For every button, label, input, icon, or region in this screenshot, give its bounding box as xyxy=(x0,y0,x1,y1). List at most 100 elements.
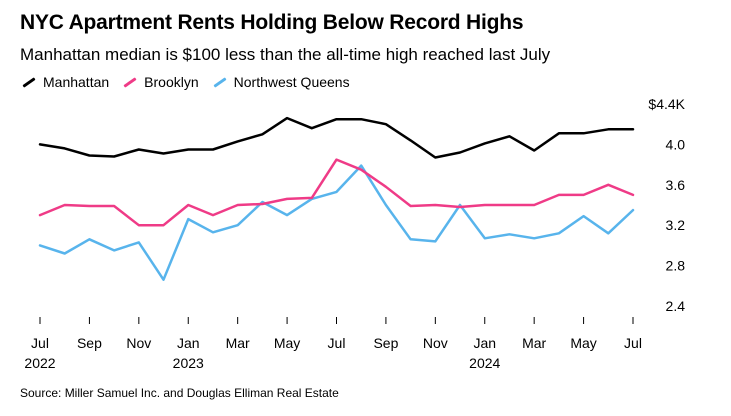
data-point xyxy=(162,224,164,226)
data-point xyxy=(138,148,140,150)
legend-item-2: Northwest Queens xyxy=(213,74,350,90)
x-tick-label: Sep xyxy=(373,335,398,351)
y-tick-label: 4.0 xyxy=(666,136,686,152)
data-point xyxy=(632,128,634,130)
x-tick-label: May xyxy=(570,335,596,351)
data-point xyxy=(385,123,387,125)
data-point xyxy=(286,117,288,119)
data-point xyxy=(335,158,337,160)
y-tick-label: 3.6 xyxy=(666,177,686,193)
data-point xyxy=(459,151,461,153)
data-point xyxy=(558,194,560,196)
data-point xyxy=(533,204,535,206)
y-tick-label: 2.4 xyxy=(666,298,686,314)
chart-subtitle: Manhattan median is $100 less than the a… xyxy=(20,45,551,64)
data-point xyxy=(582,132,584,134)
x-tick-year-label: 2023 xyxy=(173,355,204,371)
data-point xyxy=(311,197,313,199)
data-point xyxy=(607,128,609,130)
chart-source: Source: Miller Samuel Inc. and Douglas E… xyxy=(20,386,339,400)
chart-legend: Manhattan Brooklyn Northwest Queens xyxy=(22,74,364,90)
data-point xyxy=(582,194,584,196)
data-point xyxy=(533,149,535,151)
data-point xyxy=(360,164,362,166)
legend-item-1: Brooklyn xyxy=(123,74,199,90)
data-point xyxy=(558,132,560,134)
data-point xyxy=(484,142,486,144)
x-tick-label: Mar xyxy=(226,335,250,351)
data-point xyxy=(409,139,411,141)
series-line-manhattan xyxy=(38,116,635,159)
data-point xyxy=(88,154,90,156)
x-tick-label: Jan xyxy=(473,335,496,351)
legend-label: Northwest Queens xyxy=(233,74,350,90)
data-point xyxy=(237,224,239,226)
y-tick-label: $4.4K xyxy=(648,96,685,112)
x-tick-year-label: 2024 xyxy=(469,355,500,371)
data-point xyxy=(39,143,41,145)
data-point xyxy=(533,237,535,239)
data-point xyxy=(632,194,634,196)
x-tick-label: May xyxy=(274,335,300,351)
data-point xyxy=(632,209,634,211)
data-point xyxy=(212,214,214,216)
data-point xyxy=(63,252,65,254)
data-point xyxy=(39,244,41,246)
data-point xyxy=(607,232,609,234)
data-point xyxy=(113,249,115,251)
x-tick-label: Mar xyxy=(522,335,546,351)
data-point xyxy=(187,204,189,206)
chart-title: NYC Apartment Rents Holding Below Record… xyxy=(20,11,524,34)
data-point xyxy=(484,237,486,239)
data-point xyxy=(113,205,115,207)
legend-item-0: Manhattan xyxy=(22,74,109,90)
data-point xyxy=(508,135,510,137)
data-point xyxy=(63,147,65,149)
data-point xyxy=(434,204,436,206)
data-point xyxy=(360,169,362,171)
data-point xyxy=(311,127,313,129)
data-point xyxy=(434,240,436,242)
x-tick-label: Jan xyxy=(177,335,200,351)
data-point xyxy=(385,186,387,188)
data-point xyxy=(88,205,90,207)
data-point xyxy=(88,238,90,240)
legend-label: Manhattan xyxy=(43,74,110,90)
data-point xyxy=(162,279,164,281)
data-point xyxy=(335,118,337,120)
data-point xyxy=(409,205,411,207)
data-point xyxy=(138,224,140,226)
data-point xyxy=(484,204,486,206)
data-point xyxy=(409,238,411,240)
x-tick-label: Jul xyxy=(624,335,642,351)
y-tick-label: 2.8 xyxy=(666,258,686,274)
data-point xyxy=(434,156,436,158)
data-point xyxy=(360,118,362,120)
line-chart: $4.4K 4.0 3.6 3.2 2.8 2.4 Jul 2022 Sep Nov Jan 2023… xyxy=(24,96,686,371)
data-point xyxy=(212,148,214,150)
data-point xyxy=(459,206,461,208)
data-point xyxy=(607,184,609,186)
data-point xyxy=(39,214,41,216)
data-point xyxy=(138,241,140,243)
data-point xyxy=(63,204,65,206)
data-point xyxy=(212,231,214,233)
y-tick-label: 3.2 xyxy=(666,217,686,233)
x-tick-label: Nov xyxy=(423,335,448,351)
x-tick-label: Sep xyxy=(77,335,102,351)
legend-label: Brooklyn xyxy=(144,74,199,90)
data-point xyxy=(113,155,115,157)
x-tick-label: Nov xyxy=(126,335,151,351)
data-point xyxy=(385,204,387,206)
data-point xyxy=(187,218,189,220)
data-point xyxy=(237,204,239,206)
data-point xyxy=(558,232,560,234)
data-point xyxy=(261,133,263,135)
series-line-brooklyn xyxy=(38,158,635,227)
data-point xyxy=(261,203,263,205)
data-point xyxy=(508,233,510,235)
data-point xyxy=(286,214,288,216)
data-point xyxy=(187,148,189,150)
data-point xyxy=(335,191,337,193)
x-tick-year-label: 2022 xyxy=(24,355,55,371)
